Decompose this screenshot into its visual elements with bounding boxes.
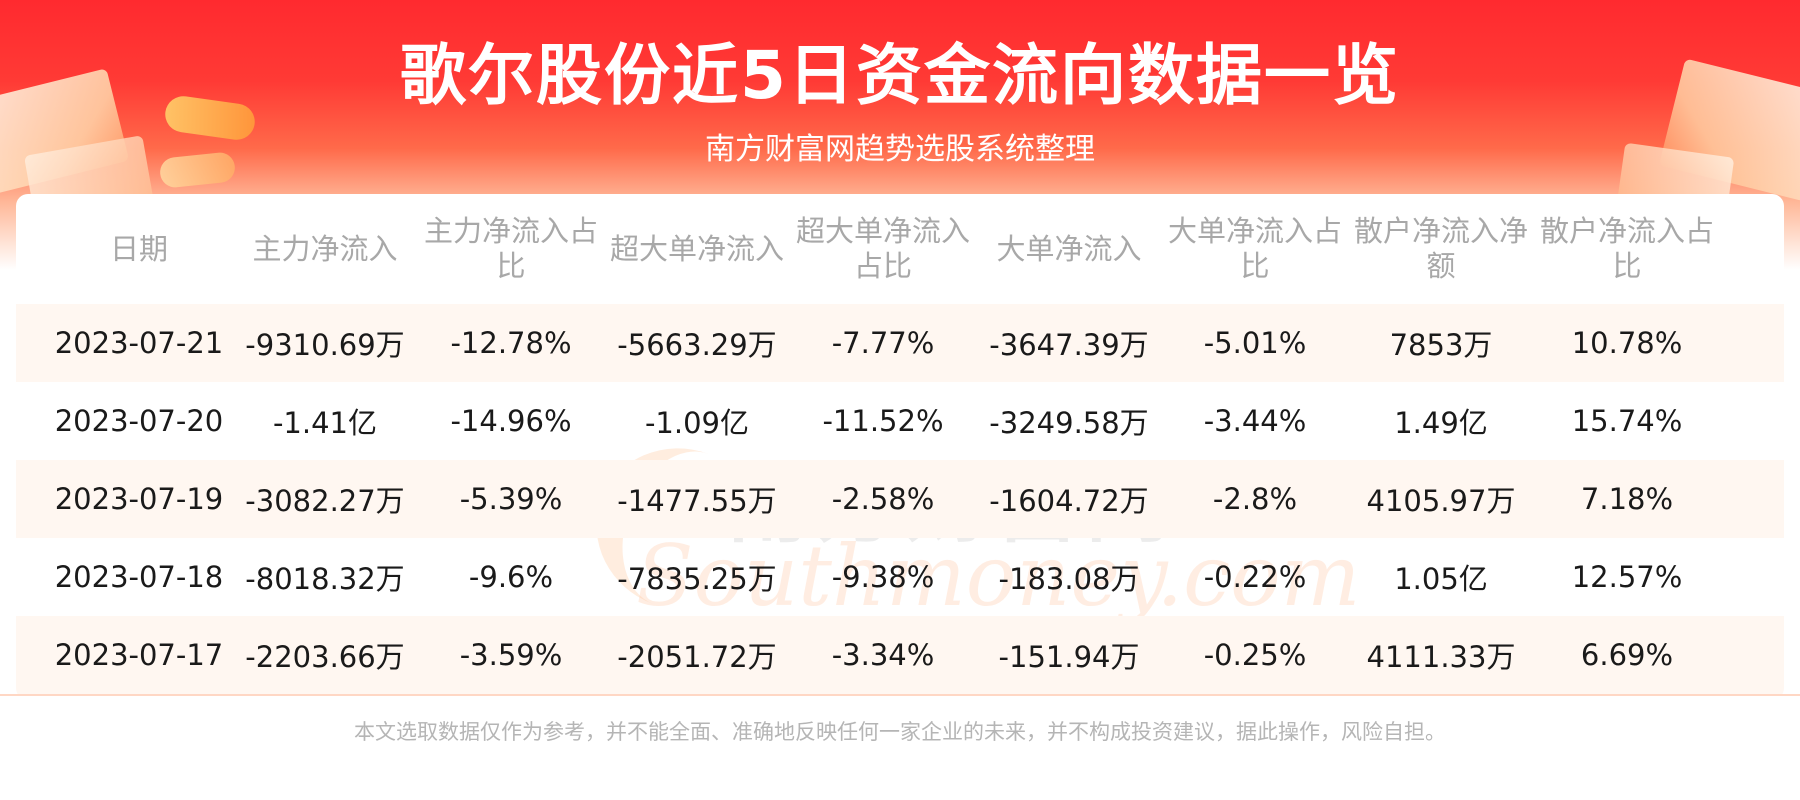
table-cell: 4111.33万 (1366, 640, 1516, 674)
table-body: 2023-07-21 -9310.69万 -12.78% -5663.29万 -7.77… (16, 304, 1784, 694)
table-cell: -3082.27万 (245, 484, 405, 518)
table-cell: -0.22% (1203, 560, 1307, 594)
table-row: 2023-07-18 -8018.32万 -9.6% -7835.25万 -9.38% -… (16, 538, 1784, 616)
table-cell: -1604.72万 (989, 484, 1149, 518)
table-cell: -2.8% (1212, 482, 1298, 516)
table-cell: -3249.58万 (989, 406, 1149, 440)
table-cell: -7.77% (831, 326, 935, 360)
table-row: 2023-07-20 -1.41亿 -14.96% -1.09亿 -11.52% -324… (16, 382, 1784, 460)
table-cell: 7.18% (1580, 482, 1674, 516)
table-cell: -5.39% (459, 482, 563, 516)
table-cell: -3647.39万 (989, 328, 1149, 362)
table-cell: -3.44% (1203, 404, 1307, 438)
table-cell: -12.78% (450, 326, 572, 360)
column-header: 主力净流入 (252, 231, 398, 266)
table-cell: 2023-07-18 (54, 560, 224, 594)
column-header: 超大单净流入占比 (796, 214, 971, 283)
table-cell: 7853万 (1389, 328, 1493, 362)
table-cell: -3.59% (459, 638, 563, 672)
table-cell: -2051.72万 (617, 640, 777, 674)
column-header: 散户净流入净额 (1354, 214, 1529, 283)
table-cell: 1.49亿 (1394, 406, 1488, 440)
table-cell: 4105.97万 (1366, 484, 1516, 518)
table-header: 日期 主力净流入 主力净流入占比 超大单净流入 超大单净流入占比 大单净流入 大单净流入占比… (16, 194, 1784, 304)
table-cell: 6.69% (1580, 638, 1674, 672)
table-cell: -9310.69万 (245, 328, 405, 362)
table-cell: -1477.55万 (617, 484, 777, 518)
table-cell: 15.74% (1571, 404, 1683, 438)
page-subtitle: 南方财富网趋势选股系统整理 (705, 132, 1095, 167)
table-cell: -0.25% (1203, 638, 1307, 672)
table-cell: 1.05亿 (1394, 562, 1488, 596)
table-cell: -5663.29万 (617, 328, 777, 362)
table-cell: -11.52% (822, 404, 944, 438)
column-header: 大单净流入 (996, 231, 1142, 266)
table-cell: -9.6% (468, 560, 554, 594)
disclaimer: 本文选取数据仅作为参考，并不能全面、准确地反映任何一家企业的未来，并不构成投资建… (354, 720, 1446, 744)
table-cell: 2023-07-21 (54, 326, 224, 360)
table-cell: -2.58% (831, 482, 935, 516)
table-cell: -183.08万 (998, 562, 1140, 596)
column-header: 超大单净流入 (610, 231, 785, 266)
table-cell: 2023-07-19 (54, 482, 224, 516)
table-row: 2023-07-17 -2203.66万 -3.59% -2051.72万 -3.34%… (16, 616, 1784, 694)
data-table: 南方财富网 Southmoney.com 日期主力净流入主力净流入占比超大单净流… (16, 194, 1784, 700)
page-title: 歌尔股份近5日资金流向数据一览 (400, 37, 1400, 114)
footer-divider (0, 694, 1800, 696)
table-cell: -1.41亿 (272, 406, 378, 440)
table-cell: -1.09亿 (644, 406, 750, 440)
column-header: 主力净流入占比 (424, 214, 599, 283)
column-header: 大单净流入占比 (1168, 214, 1343, 283)
table-cell: 10.78% (1571, 326, 1683, 360)
table-row: 2023-07-21 -9310.69万 -12.78% -5663.29万 -7.77… (16, 304, 1784, 382)
table-row: 2023-07-19 -3082.27万 -5.39% -1477.55万 -2.58%… (16, 460, 1784, 538)
table-cell: -2203.66万 (245, 640, 405, 674)
table-cell: 12.57% (1571, 560, 1683, 594)
table-cell: -8018.32万 (245, 562, 405, 596)
table-cell: -7835.25万 (617, 562, 777, 596)
table-cell: -5.01% (1203, 326, 1307, 360)
table-cell: -151.94万 (998, 640, 1140, 674)
table-cell: 2023-07-20 (54, 404, 224, 438)
table-cell: -14.96% (450, 404, 572, 438)
column-header: 日期 (109, 231, 168, 266)
column-header: 散户净流入占比 (1540, 214, 1715, 283)
table-cell: -3.34% (831, 638, 935, 672)
table-cell: -9.38% (831, 560, 935, 594)
table-cell: 2023-07-17 (54, 638, 224, 672)
